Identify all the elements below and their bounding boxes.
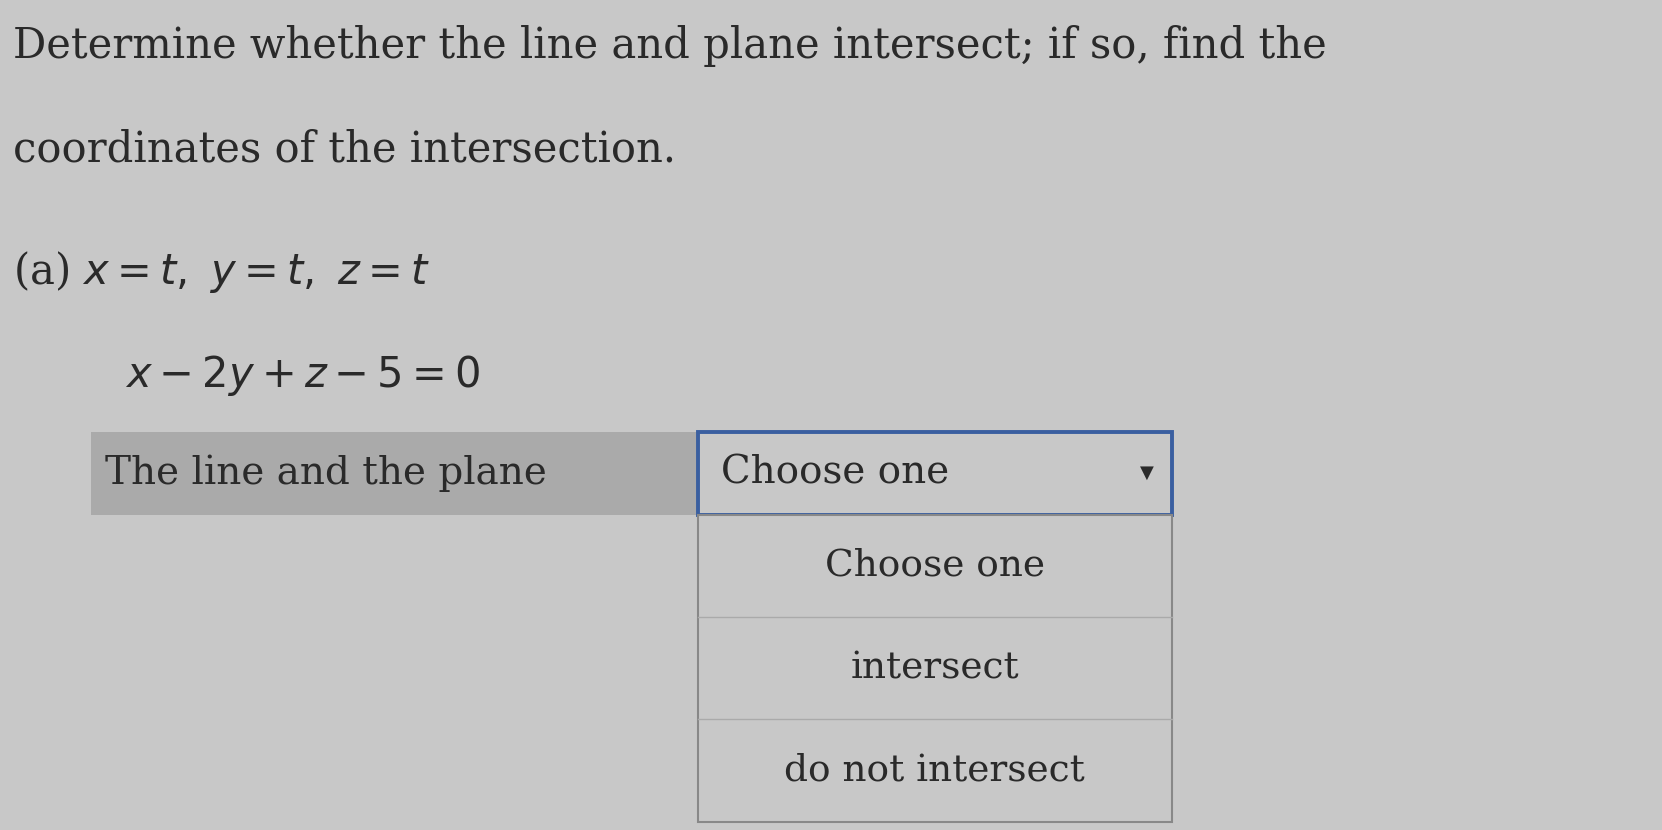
Text: coordinates of the intersection.: coordinates of the intersection.	[13, 129, 676, 171]
Text: Choose one: Choose one	[824, 548, 1045, 583]
Text: Choose one: Choose one	[721, 455, 949, 491]
Text: do not intersect: do not intersect	[784, 753, 1085, 788]
Text: Determine whether the line and plane intersect; if so, find the: Determine whether the line and plane int…	[13, 25, 1326, 67]
FancyBboxPatch shape	[91, 432, 698, 515]
Text: (a) $x = t,\ y = t,\ z = t$: (a) $x = t,\ y = t,\ z = t$	[13, 249, 430, 295]
Text: The line and the plane: The line and the plane	[105, 454, 547, 492]
FancyBboxPatch shape	[698, 432, 1172, 515]
Text: ▼: ▼	[1140, 464, 1153, 482]
Text: intersect: intersect	[851, 650, 1019, 686]
Text: $x - 2y + z - 5 = 0$: $x - 2y + z - 5 = 0$	[125, 353, 480, 398]
FancyBboxPatch shape	[698, 515, 1172, 822]
